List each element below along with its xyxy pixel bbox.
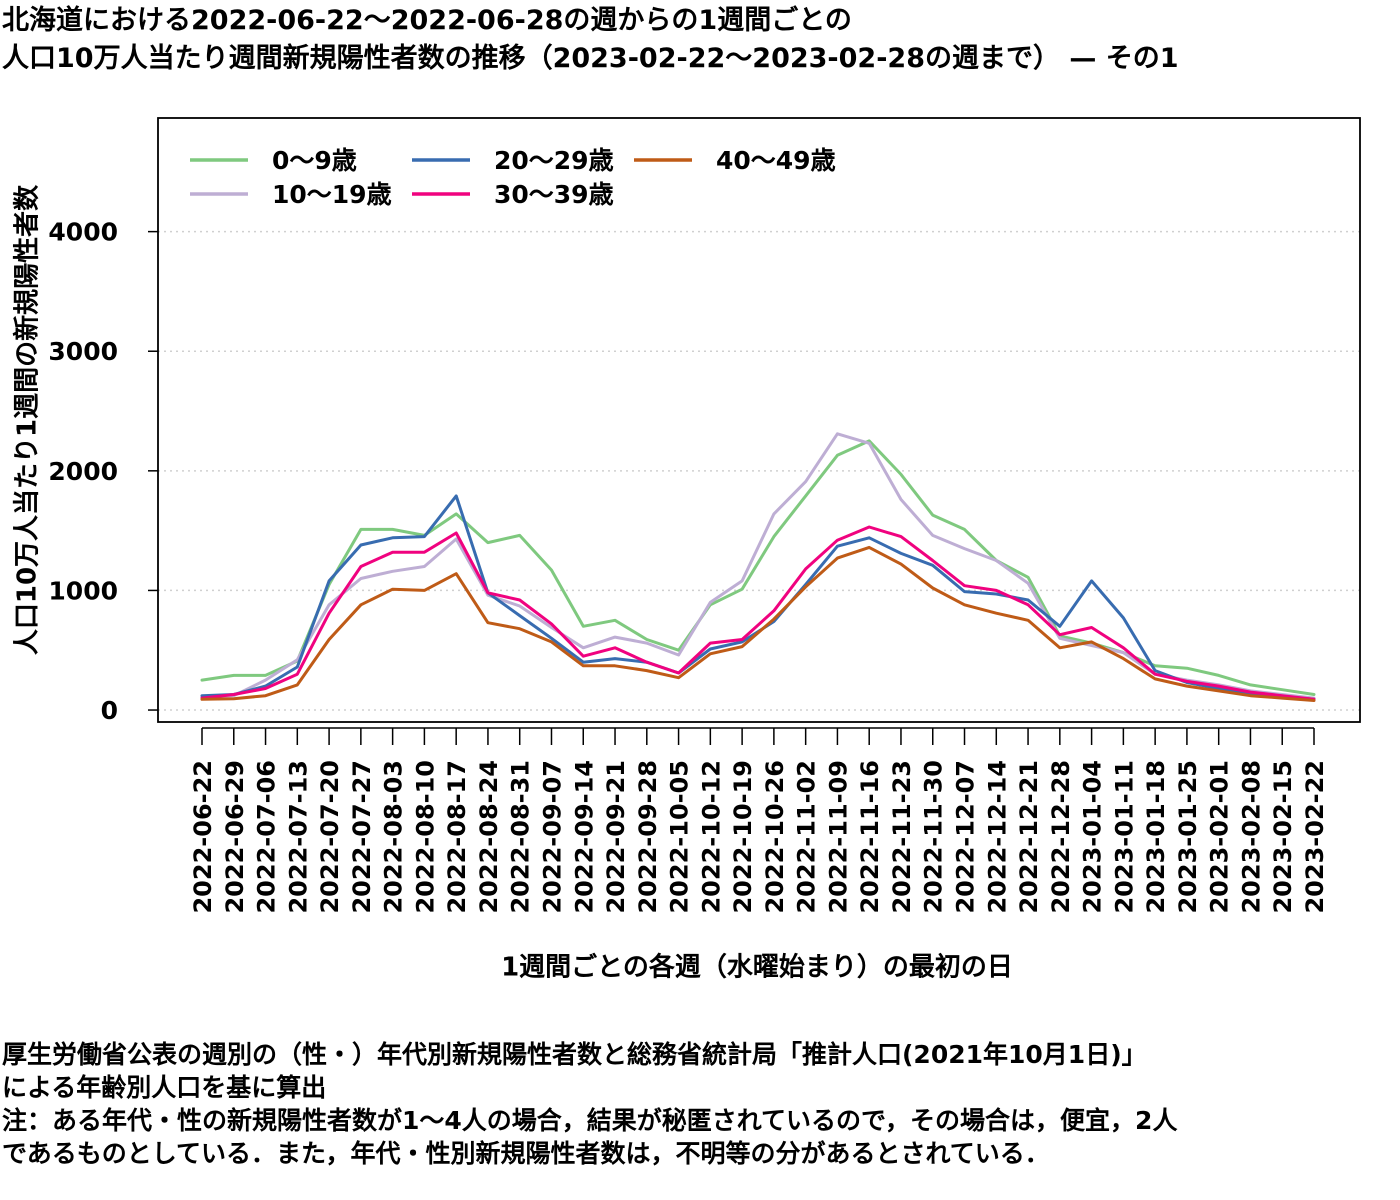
x-axis-label: 1週間ごとの各週（水曜始まり）の最初の日: [501, 952, 1013, 983]
x-tick-label: 2023-02-08: [1237, 760, 1265, 914]
legend-label: 20～29歳: [494, 146, 614, 175]
x-tick-label: 2022-06-29: [221, 760, 249, 914]
x-tick-label: 2023-01-11: [1110, 760, 1138, 914]
x-tick-label: 2022-11-30: [920, 760, 948, 914]
x-tick-label: 2022-06-22: [189, 760, 217, 914]
x-tick-label: 2023-01-25: [1174, 760, 1202, 914]
x-tick-label: 2022-12-14: [983, 760, 1011, 914]
legend-label: 30～39歳: [494, 180, 614, 209]
x-tick-label: 2022-12-28: [1047, 760, 1075, 914]
x-tick-label: 2022-11-16: [856, 760, 884, 914]
x-tick-label: 2022-07-20: [316, 760, 344, 914]
x-tick-label: 2023-01-18: [1142, 760, 1170, 914]
x-tick-label: 2022-09-28: [634, 760, 662, 914]
chart-title: 北海道における2022-06-22～2022-06-28の週からの1週間ごとの …: [2, 2, 1398, 78]
x-tick-label: 2023-02-15: [1269, 760, 1297, 914]
plot-frame: [157, 117, 1361, 723]
x-tick-label: 2023-01-04: [1079, 760, 1107, 914]
x-tick-label: 2023-02-22: [1301, 760, 1329, 914]
x-tick-label: 2022-07-06: [253, 760, 281, 914]
footer-line-4: であるものとしている．また，年代・性別新規陽性者数は，不明等の分があるとされてい…: [2, 1139, 1050, 1168]
y-axis-label: 人口10万人当たり1週間の新規陽性者数: [12, 184, 43, 656]
legend-label: 10～19歳: [272, 180, 392, 209]
chart-title-line-2: 人口10万人当たり週間新規陽性者数の推移（2023-02-22～2023-02-…: [2, 43, 1179, 74]
footer-line-2: による年齢別人口を基に算出: [2, 1073, 327, 1102]
x-tick-label: 2022-11-02: [793, 760, 821, 914]
legend-label: 40～49歳: [716, 146, 836, 175]
x-tick-label: 2022-09-21: [602, 760, 630, 914]
x-tick-label: 2022-08-10: [411, 760, 439, 914]
legend-label: 0～9歳: [272, 146, 357, 175]
y-tick-label: 1000: [48, 576, 118, 605]
footer-notes: 厚生労働省公表の週別の（性・）年代別新規陽性者数と総務省統計局「推計人口(202…: [2, 1038, 1398, 1170]
x-tick-label: 2022-08-31: [507, 760, 535, 914]
x-tick-label: 2022-10-26: [761, 760, 789, 914]
x-tick-label: 2022-10-05: [666, 760, 694, 914]
x-tick-label: 2022-09-14: [570, 760, 598, 914]
x-tick-label: 2022-12-21: [1015, 760, 1043, 914]
x-tick-label: 2022-08-17: [443, 760, 471, 914]
x-tick-label: 2022-07-27: [348, 760, 376, 914]
y-tick-label: 3000: [48, 337, 118, 366]
series-line-4: [200, 545, 1316, 702]
x-tick-label: 2022-12-07: [952, 760, 980, 914]
x-tick-label: 2022-11-09: [824, 760, 852, 914]
series-line-3: [200, 525, 1316, 701]
y-tick-label: 0: [101, 696, 118, 725]
x-tick-label: 2022-11-23: [888, 760, 916, 914]
x-tick-label: 2022-09-07: [538, 760, 566, 914]
x-tick-label: 2022-10-19: [729, 760, 757, 914]
series-line-1: [200, 432, 1316, 700]
x-tick-label: 2022-08-24: [475, 760, 503, 914]
x-tick-label: 2023-02-01: [1206, 760, 1234, 914]
chart-title-line-1: 北海道における2022-06-22～2022-06-28の週からの1週間ごとの: [2, 5, 852, 36]
x-tick-label: 2022-08-03: [380, 760, 408, 914]
x-tick-label: 2022-10-12: [697, 760, 725, 914]
y-tick-label: 2000: [48, 457, 118, 486]
footer-line-3: 注：ある年代・性の新規陽性者数が1～4人の場合，結果が秘匿されているので，その場…: [2, 1106, 1178, 1135]
y-tick-label: 4000: [48, 218, 118, 247]
footer-line-1: 厚生労働省公表の週別の（性・）年代別新規陽性者数と総務省統計局「推計人口(202…: [2, 1040, 1147, 1069]
x-tick-label: 2022-07-13: [284, 760, 312, 914]
